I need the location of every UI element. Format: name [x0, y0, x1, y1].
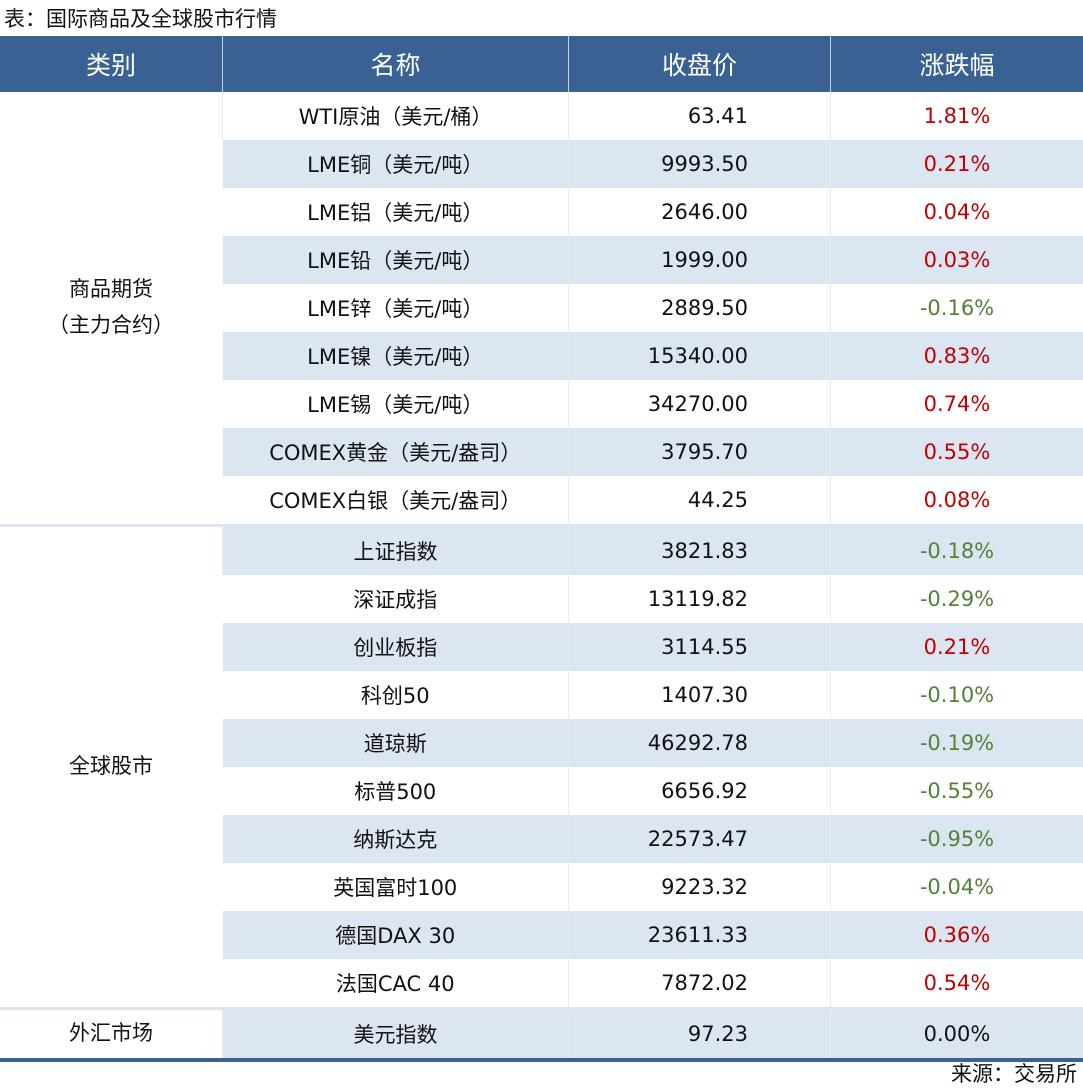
change-cell: -0.19%: [830, 719, 1083, 767]
table-row: 纳斯达克 22573.47 -0.95%: [0, 815, 1083, 863]
close-price-cell: 34270.00: [568, 380, 831, 428]
close-price-cell: 3114.55: [568, 623, 831, 671]
name-cell: 科创50: [360, 684, 430, 708]
category-label: 全球股市: [69, 754, 153, 779]
name-cell: LME铜（美元/吨）: [222, 140, 569, 188]
close-price-cell: 22573.47: [568, 815, 831, 863]
table-row: LME锌（美元/吨） 2889.50 -0.16%: [0, 284, 1083, 332]
name-cell: 道琼斯: [222, 719, 569, 767]
change-cell: 0.74%: [830, 380, 1083, 428]
change-cell: 0.83%: [830, 332, 1083, 380]
table-row: LME铅（美元/吨） 1999.00 0.03%: [0, 236, 1083, 284]
close-price-cell: 9993.50: [568, 140, 831, 188]
change-cell: -0.10%: [830, 671, 1083, 719]
table-row: 科创50 1407.30 -0.10%: [0, 671, 1083, 719]
table-row: 外汇市场 美元指数 97.23 0.00%: [0, 1007, 1083, 1062]
change-cell: 0.21%: [830, 140, 1083, 188]
name-cell: 标普500: [354, 780, 437, 804]
name-cell: 纳斯达克: [222, 815, 569, 863]
close-price-cell: 7872.02: [568, 959, 831, 1009]
name-cell: COMEX黄金（美元/盎司）: [222, 428, 569, 476]
table-row: LME锡（美元/吨） 34270.00 0.74%: [0, 380, 1083, 428]
close-price-cell: 2889.50: [568, 284, 831, 332]
category-cell: 全球股市: [0, 524, 223, 1009]
market-table: 类别 名称 收盘价 涨跌幅 商品期货 （主力合约） WTI原油（美元/桶） 63.41…: [0, 36, 1083, 1062]
table-row: 全球股市 上证指数 3821.83 -0.18%: [0, 524, 1083, 1009]
close-price-cell: 3821.83: [568, 524, 831, 575]
close-price-cell: 1999.00: [568, 236, 831, 284]
change-cell: 0.08%: [830, 476, 1083, 526]
category-cell: 外汇市场: [0, 1007, 223, 1062]
change-cell: 0.04%: [830, 188, 1083, 236]
table-row: LME铝（美元/吨） 2646.00 0.04%: [0, 188, 1083, 236]
name-cell: 英国富时100: [333, 876, 458, 900]
table-row: LME镍（美元/吨） 15340.00 0.83%: [0, 332, 1083, 380]
close-price-cell: 46292.78: [568, 719, 831, 767]
category-label: （主力合约）: [48, 313, 174, 337]
header-close: 收盘价: [568, 36, 831, 92]
table-row: 道琼斯 46292.78 -0.19%: [0, 719, 1083, 767]
name-cell: 深证成指: [353, 588, 438, 612]
close-price-cell: 1407.30: [568, 671, 831, 719]
table-row: 德国DAX 30 23611.33 0.36%: [0, 911, 1083, 959]
close-price-cell: 97.23: [568, 1007, 831, 1062]
table-row: LME铜（美元/吨） 9993.50 0.21%: [0, 140, 1083, 188]
close-price-cell: 2646.00: [568, 188, 831, 236]
change-cell: 0.03%: [830, 236, 1083, 284]
close-price-cell: 3795.70: [568, 428, 831, 476]
name-cell: LME镍（美元/吨）: [222, 332, 569, 380]
table-row: 法国CAC 40 7872.02 0.54%: [0, 959, 1083, 1009]
change-cell: 1.81%: [830, 92, 1083, 140]
change-cell: 0.54%: [830, 959, 1083, 1009]
category-label: 外汇市场: [69, 1021, 153, 1046]
change-cell: -0.16%: [830, 284, 1083, 332]
change-cell: 0.00%: [830, 1007, 1083, 1062]
change-cell: -0.55%: [830, 767, 1083, 815]
change-cell: -0.18%: [830, 524, 1083, 575]
close-price-cell: 23611.33: [568, 911, 831, 959]
close-price-cell: 9223.32: [568, 863, 831, 911]
name-cell: LME锌（美元/吨）: [307, 297, 484, 321]
table-row: 英国富时100 9223.32 -0.04%: [0, 863, 1083, 911]
table-row: COMEX黄金（美元/盎司） 3795.70 0.55%: [0, 428, 1083, 476]
name-cell: LME铝（美元/吨）: [307, 201, 484, 225]
header-row: 类别 名称 收盘价 涨跌幅: [0, 36, 1083, 92]
name-cell: 德国DAX 30: [222, 911, 569, 959]
close-price-cell: 15340.00: [568, 332, 831, 380]
change-cell: 0.21%: [830, 623, 1083, 671]
change-cell: 0.36%: [830, 911, 1083, 959]
table-row: 标普500 6656.92 -0.55%: [0, 767, 1083, 815]
change-cell: 0.55%: [830, 428, 1083, 476]
table-title: 表：国际商品及全球股市行情: [4, 7, 277, 31]
name-cell: 法国CAC 40: [335, 972, 455, 996]
change-cell: -0.04%: [830, 863, 1083, 911]
change-cell: -0.95%: [830, 815, 1083, 863]
name-cell: LME铅（美元/吨）: [222, 236, 569, 284]
close-price-cell: 63.41: [568, 92, 831, 140]
name-cell: 上证指数: [222, 524, 569, 575]
name-cell: 创业板指: [222, 623, 569, 671]
category-label: 商品期货: [69, 277, 153, 302]
table-row: COMEX白银（美元/盎司） 44.25 0.08%: [0, 476, 1083, 526]
close-price-cell: 6656.92: [568, 767, 831, 815]
close-price-cell: 13119.82: [568, 575, 831, 623]
name-cell: COMEX白银（美元/盎司）: [269, 489, 522, 513]
name-cell: LME锡（美元/吨）: [307, 393, 484, 417]
name-cell: WTI原油（美元/桶）: [222, 92, 569, 140]
category-cell: 商品期货 （主力合约）: [0, 92, 223, 526]
name-cell: 美元指数: [222, 1007, 569, 1062]
table-row: 创业板指 3114.55 0.21%: [0, 623, 1083, 671]
table-row: 深证成指 13119.82 -0.29%: [0, 575, 1083, 623]
table-row: 商品期货 （主力合约） WTI原油（美元/桶） 63.41 1.81%: [0, 92, 1083, 526]
change-cell: -0.29%: [830, 575, 1083, 623]
header-name: 名称: [222, 36, 569, 92]
source-note: 来源：交易所: [951, 1062, 1077, 1086]
header-change: 涨跌幅: [830, 36, 1083, 92]
close-price-cell: 44.25: [568, 476, 831, 526]
header-category: 类别: [0, 36, 223, 92]
